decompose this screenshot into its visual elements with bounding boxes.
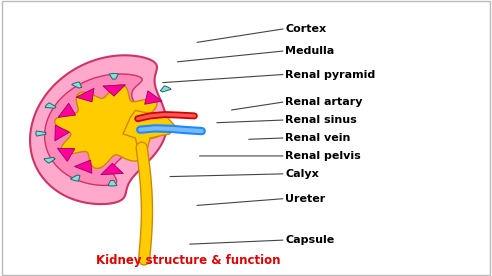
Polygon shape (145, 91, 162, 104)
Text: Renal artary: Renal artary (285, 97, 363, 107)
Polygon shape (123, 110, 175, 148)
Text: Renal pyramid: Renal pyramid (285, 70, 375, 79)
Polygon shape (103, 85, 125, 96)
Text: Renal pelvis: Renal pelvis (285, 151, 361, 161)
Text: Calyx: Calyx (285, 169, 319, 179)
Polygon shape (160, 86, 171, 92)
Text: Renal sinus: Renal sinus (285, 115, 357, 125)
Polygon shape (109, 73, 119, 79)
Text: Renal vein: Renal vein (285, 133, 351, 143)
Text: Capsule: Capsule (285, 235, 335, 245)
Polygon shape (45, 74, 144, 185)
Polygon shape (74, 160, 92, 173)
Polygon shape (58, 148, 75, 161)
Polygon shape (44, 157, 55, 163)
Text: Ureter: Ureter (285, 194, 326, 204)
Polygon shape (45, 103, 56, 108)
Polygon shape (71, 82, 82, 88)
Text: Kidney structure & function: Kidney structure & function (96, 254, 280, 267)
Polygon shape (70, 175, 80, 181)
Polygon shape (76, 88, 94, 102)
Text: Cortex: Cortex (285, 24, 327, 34)
Polygon shape (58, 103, 76, 117)
Polygon shape (55, 85, 163, 168)
Polygon shape (55, 125, 69, 141)
Polygon shape (101, 163, 123, 175)
Polygon shape (30, 55, 167, 204)
Polygon shape (108, 180, 117, 186)
Text: Medulla: Medulla (285, 46, 335, 56)
Polygon shape (36, 131, 46, 136)
